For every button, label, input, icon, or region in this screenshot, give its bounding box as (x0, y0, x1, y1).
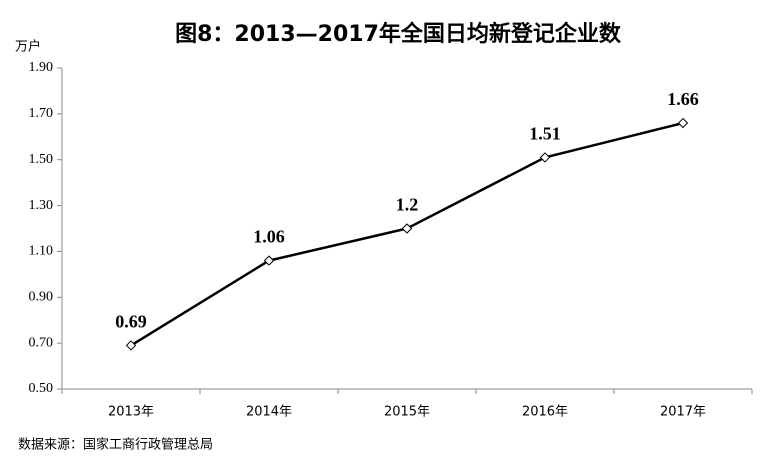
marker (677, 117, 689, 129)
x-tick-label: 2014年 (246, 405, 292, 420)
y-tick-label: 1.70 (29, 106, 54, 121)
y-tick-label: 0.90 (29, 290, 54, 305)
x-tick-label: 2017年 (660, 405, 706, 420)
line (130, 121, 684, 347)
marker (125, 340, 137, 351)
marker (401, 223, 413, 234)
value-label: 1.2 (396, 195, 419, 215)
y-tick-label: 1.90 (29, 60, 54, 75)
value-label: 1.06 (253, 227, 285, 247)
y-tick-label: 1.30 (29, 198, 54, 213)
marker (539, 152, 551, 163)
value-label: 1.66 (667, 89, 699, 109)
marker (263, 255, 275, 266)
y-tick-label: 1.10 (29, 244, 54, 259)
value-label: 1.51 (529, 124, 561, 144)
y-tick-label: 1.50 (29, 152, 54, 167)
y-tick-label: 0.50 (29, 381, 54, 396)
x-tick-label: 2015年 (384, 405, 430, 420)
y-tick-label: 0.70 (29, 335, 54, 350)
source-note: 数据来源：国家工商行政管理总局 (18, 437, 213, 453)
x-tick-label: 2013年 (108, 405, 154, 420)
x-tick-label: 2016年 (522, 405, 568, 420)
value-label: 0.69 (115, 312, 147, 332)
chart-title: 图8：2013—2017年全国日均新登记企业数 (175, 21, 622, 47)
y-unit: 万户 (15, 39, 41, 55)
